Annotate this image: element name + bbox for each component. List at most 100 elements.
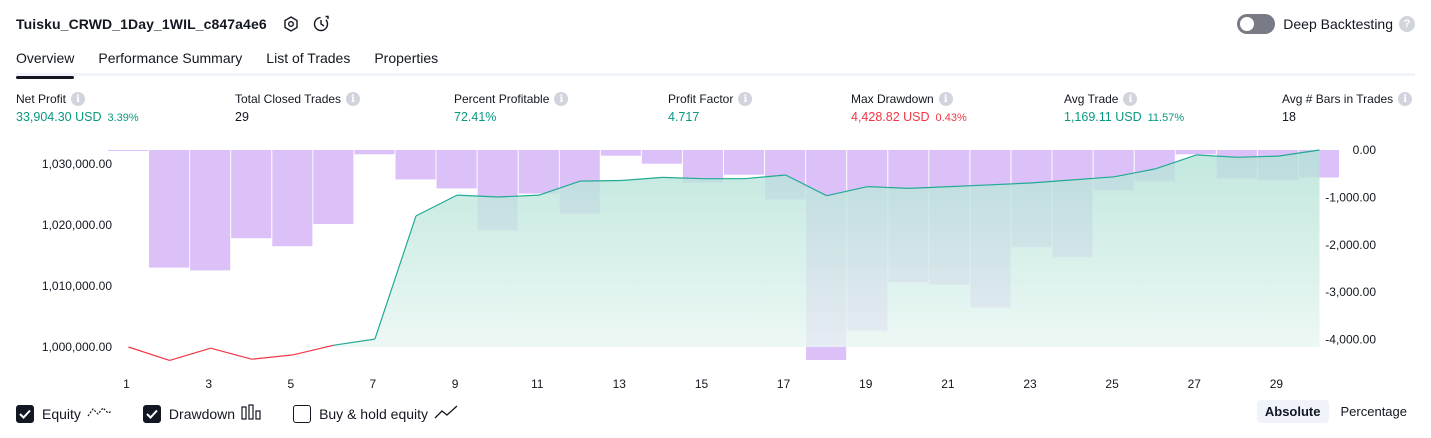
drawdown-bar [518, 150, 559, 194]
metric-avg-bars-in-trades: Avg # Bars in Trades i 18 [1282, 92, 1413, 124]
legend-label: Equity [42, 406, 81, 422]
metric-value: 33,904.30 USD [16, 110, 102, 124]
source-code-icon[interactable] [311, 14, 331, 34]
equity-segment [210, 347, 252, 360]
legend-label: Buy & hold equity [319, 406, 429, 422]
info-icon[interactable]: i [71, 92, 86, 106]
metric-value: 4,428.82 USD [851, 110, 930, 124]
legend-equity[interactable]: Equity [16, 404, 113, 425]
metric-max-drawdown: Max Drawdown i 4,428.82 USD 0.43% [851, 92, 967, 124]
equity-segment [169, 347, 211, 361]
x-axis-tick-label: 13 [613, 377, 627, 391]
mode-absolute[interactable]: Absolute [1256, 400, 1329, 423]
right-axis-tick-label: -3,000.00 [1325, 285, 1376, 299]
equity-segment [908, 186, 950, 189]
drawdown-bar [724, 150, 765, 175]
right-axis-tick-label: 0.00 [1353, 143, 1377, 157]
equity-segment [128, 346, 170, 361]
equity-checkbox[interactable] [16, 405, 34, 423]
metric-label: Avg Trade [1064, 92, 1119, 106]
equity-segment [498, 194, 540, 198]
drawdown-bar [395, 150, 436, 180]
info-icon[interactable]: i [1123, 92, 1138, 106]
info-icon[interactable]: i [1398, 92, 1413, 106]
deep-backtesting: Deep Backtesting ? [1237, 12, 1415, 36]
x-axis-tick-label: 15 [695, 377, 709, 391]
right-axis-tick-label: -2,000.00 [1325, 238, 1376, 252]
settings-gear-icon[interactable] [281, 14, 301, 34]
metric-percent: 0.43% [935, 112, 967, 124]
mode-percentage[interactable]: Percentage [1340, 404, 1408, 419]
bar-chart-icon [241, 403, 263, 425]
scale-mode-switch: Absolute Percentage [1253, 400, 1415, 423]
line-chart-icon [434, 404, 458, 425]
x-axis-tick-label: 3 [205, 377, 212, 391]
equity-line-icon [87, 404, 113, 425]
equity-drawdown-chart[interactable]: 1,030,000.00 1,020,000.00 1,010,000.00 1,00… [0, 140, 1431, 395]
metric-label: Max Drawdown [851, 92, 934, 106]
help-icon[interactable]: ? [1399, 16, 1415, 32]
metric-label: Profit Factor [668, 92, 734, 106]
equity-segment [621, 176, 663, 182]
tab-list-of-trades[interactable]: List of Trades [266, 50, 351, 66]
deep-backtesting-toggle[interactable] [1237, 14, 1276, 34]
metric-percent-profitable: Percent Profitable i 72.41% [454, 92, 569, 124]
x-axis-tick-label: 1 [123, 377, 130, 391]
metric-value: 18 [1282, 110, 1296, 124]
info-icon[interactable]: i [346, 92, 361, 106]
drawdown-bar [190, 150, 231, 271]
metric-label: Percent Profitable [454, 92, 550, 106]
metric-total-closed-trades: Total Closed Trades i 29 [235, 92, 361, 124]
x-axis-tick-label: 29 [1270, 377, 1284, 391]
drawdown-bar [354, 150, 395, 155]
info-icon[interactable]: i [554, 92, 569, 106]
info-icon[interactable]: i [738, 92, 753, 106]
metric-value: 1,169.11 USD [1064, 110, 1142, 124]
right-axis-tick-label: -1,000.00 [1325, 190, 1376, 204]
drawdown-bar [272, 150, 313, 247]
metric-avg-trade: Avg Trade i 1,169.11 USD 11.57% [1064, 92, 1184, 124]
equity-segment [662, 176, 704, 180]
equity-line [128, 149, 1320, 361]
x-axis-tick-label: 21 [941, 377, 955, 391]
drawdown-bar [108, 150, 149, 151]
metric-profit-factor: Profit Factor i 4.717 [668, 92, 753, 124]
metric-label: Total Closed Trades [235, 92, 342, 106]
drawdown-bar [149, 150, 190, 268]
deep-backtesting-label: Deep Backtesting [1283, 16, 1393, 32]
equity-segment [333, 338, 375, 346]
x-axis-tick-label: 17 [777, 377, 791, 391]
strategy-title: Tuisku_CRWD_1Day_1WIL_c847a4e6 [16, 16, 267, 32]
tab-properties[interactable]: Properties [374, 50, 439, 66]
drawdown-bar [1175, 150, 1216, 155]
right-axis: 0.00 -1,000.00 -2,000.00 -3,000.00 -4,000.00 [1325, 143, 1376, 347]
drawdown-checkbox[interactable] [142, 405, 161, 423]
equity-segment [292, 344, 335, 356]
x-axis-tick-label: 11 [531, 377, 544, 391]
drawdown-bar [600, 150, 641, 156]
equity-area [128, 150, 1320, 347]
x-axis-tick-label: 19 [859, 377, 873, 391]
metric-value: 29 [235, 110, 249, 124]
left-axis-tick-label: 1,020,000.00 [42, 218, 112, 232]
right-axis-tick-label: -4,000.00 [1325, 333, 1376, 347]
metric-net-profit: Net Profit i 33,904.30 USD 3.39% [16, 92, 139, 124]
equity-segment [949, 184, 991, 188]
buy-hold-checkbox[interactable] [293, 405, 312, 423]
x-axis-tick-label: 23 [1023, 377, 1037, 391]
drawdown-bar [436, 150, 477, 189]
metric-percent: 3.39% [107, 112, 139, 124]
equity-segment [785, 174, 827, 197]
equity-segment [744, 174, 786, 180]
legend-buy-hold[interactable]: Buy & hold equity [293, 404, 458, 425]
legend-drawdown[interactable]: Drawdown [142, 403, 263, 425]
info-icon[interactable]: i [938, 92, 953, 106]
equity-segment [457, 194, 499, 198]
tab-performance-summary[interactable]: Performance Summary [98, 50, 243, 66]
left-axis-tick-label: 1,030,000.00 [42, 157, 112, 171]
left-axis-tick-label: 1,010,000.00 [42, 279, 112, 293]
metric-value: 4.717 [668, 110, 700, 124]
equity-segment [990, 182, 1033, 186]
report-tabs: Overview Performance Summary List of Tra… [16, 44, 1415, 79]
tab-overview[interactable]: Overview [16, 44, 75, 79]
